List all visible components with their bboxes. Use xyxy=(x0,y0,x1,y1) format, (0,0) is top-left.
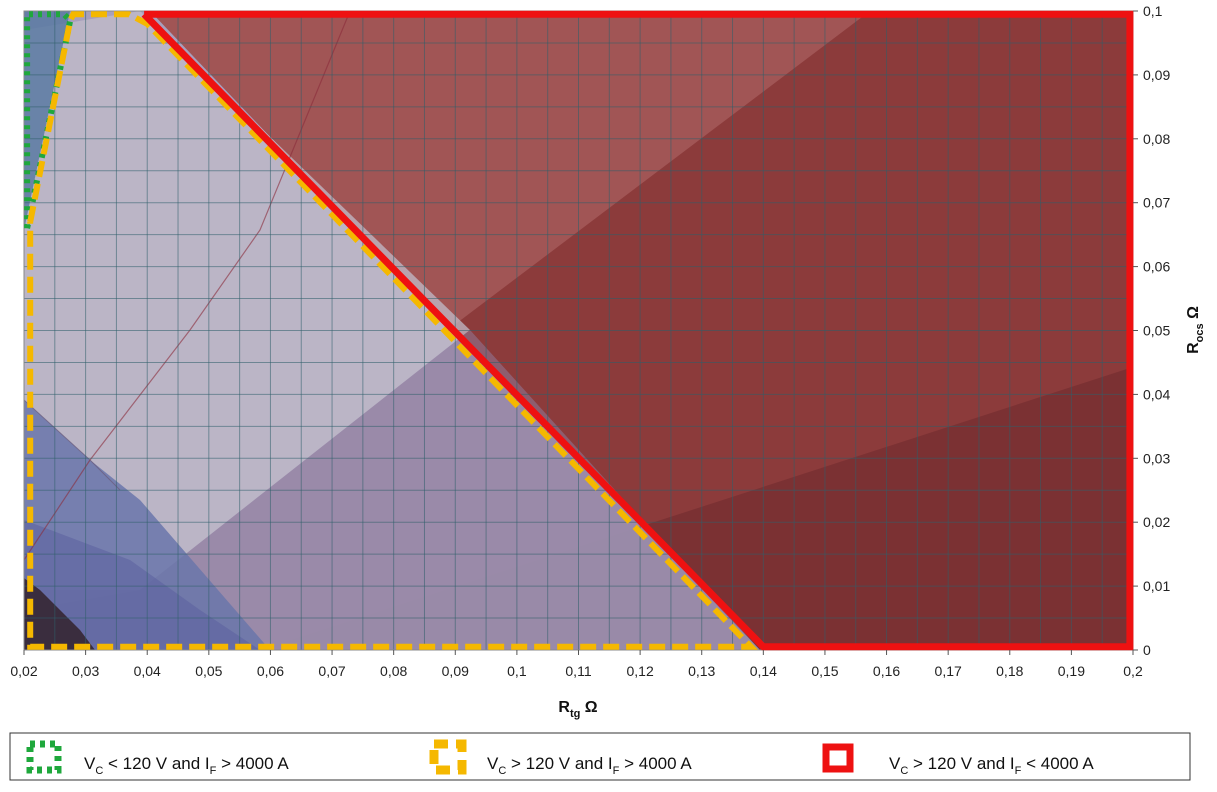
x-tick-label: 0,02 xyxy=(10,663,37,679)
x-tick-label: 0,2 xyxy=(1123,663,1143,679)
x-tick-label: 0,19 xyxy=(1058,663,1085,679)
legend: VC < 120 V and IF > 4000 A VC > 120 V and… xyxy=(9,732,1191,781)
y-tick-label: 0,08 xyxy=(1143,131,1170,147)
legend-label-green: VC < 120 V and IF > 4000 A xyxy=(84,754,289,777)
y-tick-label: 0,09 xyxy=(1143,67,1170,83)
x-tick-label: 0,14 xyxy=(750,663,777,679)
region-outline-yellow xyxy=(27,11,759,650)
legend-label-yellow: VC > 120 V and IF > 4000 A xyxy=(487,754,692,777)
legend-swatch-red xyxy=(822,743,854,773)
x-tick-label: 0,15 xyxy=(811,663,838,679)
legend-swatch-green xyxy=(26,740,62,774)
x-tick-label: 0,17 xyxy=(935,663,962,679)
y-tick-label: 0,07 xyxy=(1143,195,1170,211)
legend-label-red: VC > 120 V and IF < 4000 A xyxy=(889,754,1094,777)
x-tick-label: 0,08 xyxy=(380,663,407,679)
x-tick-label: 0,03 xyxy=(72,663,99,679)
y-axis-ticks: 0 0,01 0,02 0,03 0,04 0,05 0,06 0,07 0,08 0,09 0,1 xyxy=(1133,3,1170,658)
x-tick-label: 0,04 xyxy=(134,663,161,679)
y-axis-label: Rocs Ω xyxy=(1185,306,1206,354)
x-tick-label: 0,09 xyxy=(442,663,469,679)
x-axis-ticks: 0,02 0,03 0,04 0,05 0,06 0,07 0,08 0,09 0,1 0,11 0… xyxy=(10,650,1143,679)
x-axis-label: Rtg Ω xyxy=(558,699,597,720)
x-tick-label: 0,11 xyxy=(565,663,591,679)
x-tick-label: 0,1 xyxy=(507,663,527,679)
x-tick-label: 0,06 xyxy=(257,663,284,679)
y-tick-label: 0,02 xyxy=(1143,514,1170,530)
x-tick-label: 0,18 xyxy=(996,663,1023,679)
y-tick-label: 0,01 xyxy=(1143,578,1170,594)
x-tick-label: 0,05 xyxy=(195,663,222,679)
y-tick-label: 0,06 xyxy=(1143,259,1170,275)
x-tick-label: 0,16 xyxy=(873,663,900,679)
legend-swatch-yellow xyxy=(429,739,467,775)
y-tick-label: 0,04 xyxy=(1143,386,1170,402)
y-tick-label: 0,1 xyxy=(1143,3,1163,19)
x-tick-label: 0,13 xyxy=(688,663,715,679)
x-tick-label: 0,12 xyxy=(626,663,653,679)
region-outline-red xyxy=(141,10,1134,651)
y-tick-label: 0 xyxy=(1143,642,1151,658)
legend-box xyxy=(9,732,1191,781)
y-tick-label: 0,05 xyxy=(1143,323,1170,339)
grid-lines xyxy=(24,11,1133,650)
x-tick-label: 0,07 xyxy=(318,663,345,679)
y-tick-label: 0,03 xyxy=(1143,450,1170,466)
